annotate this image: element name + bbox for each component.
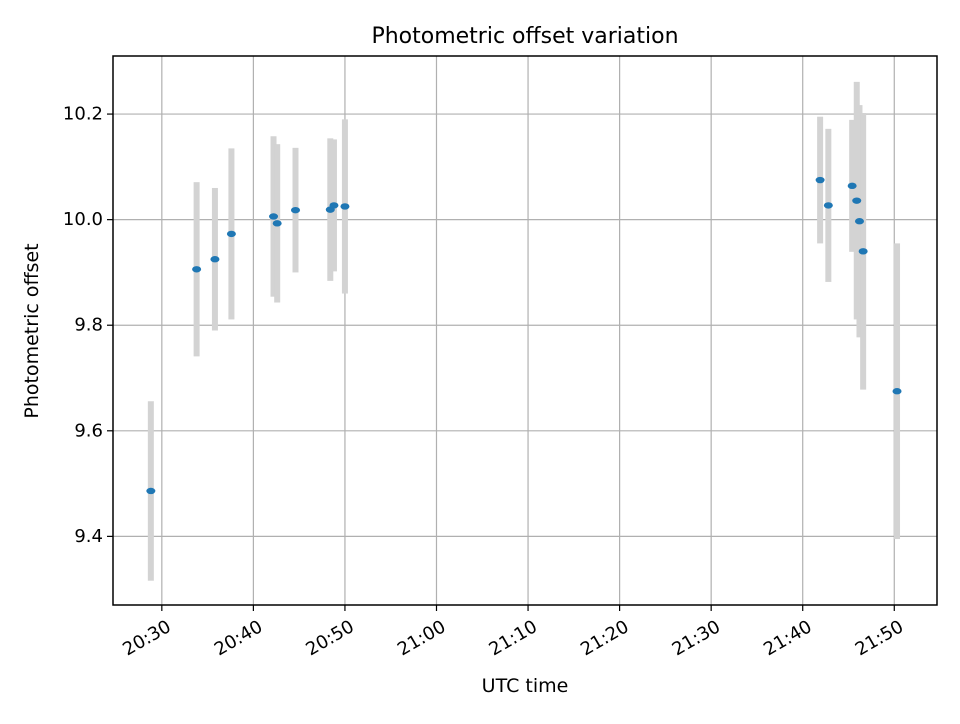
x-tick-label: 21:40: [760, 616, 815, 660]
data-point: [892, 388, 902, 395]
data-point: [815, 176, 825, 184]
data-point: [226, 230, 236, 238]
x-tick-label: 20:50: [302, 616, 357, 660]
x-tick-label: 20:40: [211, 616, 266, 660]
x-tick-label: 21:50: [852, 616, 907, 660]
plot-frame: [112, 55, 938, 606]
data-point: [291, 206, 301, 214]
data-point: [340, 203, 350, 210]
y-tick-label: 10.0: [63, 209, 103, 230]
data-point: [269, 213, 279, 220]
y-tick-label: 9.4: [74, 526, 103, 547]
error-bars: [147, 81, 901, 581]
data-point: [146, 487, 156, 495]
chart-title: Photometric offset variation: [371, 24, 678, 49]
data-point: [847, 182, 857, 190]
data-point: [854, 218, 864, 225]
y-tick-label: 9.8: [74, 315, 103, 336]
x-tick-label: 21:30: [669, 616, 724, 660]
grid: [113, 56, 937, 605]
data-point: [210, 256, 220, 263]
x-tick-label: 21:00: [394, 616, 449, 660]
x-tick-label: 20:30: [119, 616, 174, 660]
axis-ticks: 20:30 20:40 20:50 21:00 21:10 21:20 21:30 21:40…: [63, 104, 907, 661]
data-point: [192, 266, 202, 273]
y-axis-label: Photometric offset: [21, 243, 43, 418]
data-points: [146, 176, 902, 495]
y-tick-label: 9.6: [74, 420, 103, 441]
x-axis-label: UTC time: [482, 675, 569, 697]
data-point: [852, 197, 862, 204]
x-tick-label: 21:10: [486, 616, 541, 660]
data-point: [823, 202, 833, 209]
x-tick-label: 21:20: [577, 616, 632, 660]
y-tick-label: 10.2: [63, 104, 103, 125]
data-point: [272, 220, 282, 227]
data-point: [858, 248, 868, 255]
data-point: [329, 202, 339, 209]
